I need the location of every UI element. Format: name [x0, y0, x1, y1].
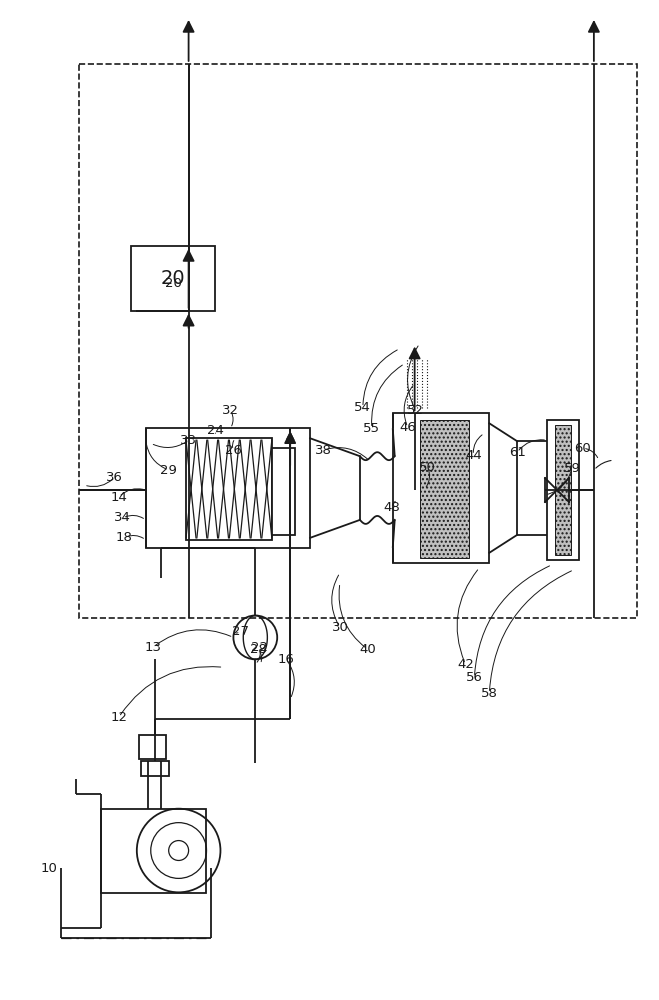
Text: 10: 10 — [41, 862, 57, 875]
Text: 33: 33 — [180, 434, 197, 447]
Text: 28: 28 — [250, 643, 267, 656]
Text: 29: 29 — [160, 464, 177, 477]
Bar — [139, 735, 165, 759]
Text: 16: 16 — [277, 653, 295, 666]
Bar — [555, 425, 571, 555]
Bar — [146, 428, 310, 548]
Text: 60: 60 — [575, 442, 591, 455]
Text: 58: 58 — [481, 687, 498, 700]
Text: 22: 22 — [251, 641, 268, 654]
Bar — [272, 448, 295, 535]
Text: 44: 44 — [465, 449, 482, 462]
Text: 40: 40 — [359, 643, 376, 656]
Text: 26: 26 — [225, 444, 242, 457]
Text: 32: 32 — [222, 404, 239, 417]
Text: 55: 55 — [363, 422, 380, 435]
Bar — [141, 761, 169, 776]
Text: 38: 38 — [314, 444, 331, 457]
Text: 14: 14 — [111, 491, 127, 504]
Text: 56: 56 — [466, 671, 483, 684]
Bar — [131, 246, 215, 311]
Text: 52: 52 — [407, 404, 424, 417]
Text: 59: 59 — [563, 462, 581, 475]
Text: 48: 48 — [384, 501, 400, 514]
Text: 30: 30 — [331, 621, 349, 634]
Text: 42: 42 — [457, 658, 474, 671]
Text: 36: 36 — [107, 471, 123, 484]
Text: 24: 24 — [207, 424, 224, 437]
Text: 34: 34 — [115, 511, 131, 524]
Text: 13: 13 — [144, 641, 161, 654]
Bar — [547, 420, 579, 560]
Text: 18: 18 — [115, 531, 132, 544]
Text: 54: 54 — [355, 401, 371, 414]
Text: 46: 46 — [399, 421, 416, 434]
Text: 61: 61 — [509, 446, 526, 459]
Bar — [79, 64, 637, 618]
Bar — [393, 413, 490, 563]
Text: 50: 50 — [419, 461, 436, 474]
Bar — [420, 420, 469, 558]
Text: 27: 27 — [232, 625, 249, 638]
Text: 20: 20 — [161, 269, 185, 288]
Bar — [101, 809, 206, 893]
Text: 20: 20 — [165, 277, 182, 290]
Bar — [186, 438, 272, 540]
Text: 12: 12 — [111, 711, 127, 724]
